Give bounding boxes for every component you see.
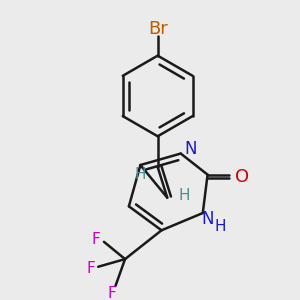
Text: H: H: [179, 188, 190, 203]
Text: H: H: [135, 167, 146, 182]
Text: F: F: [86, 261, 95, 276]
Text: Br: Br: [148, 20, 168, 38]
Text: H: H: [214, 219, 226, 234]
Text: O: O: [235, 168, 249, 186]
Text: F: F: [107, 286, 116, 300]
Text: N: N: [184, 140, 196, 158]
Text: N: N: [201, 210, 214, 228]
Text: F: F: [92, 232, 100, 247]
